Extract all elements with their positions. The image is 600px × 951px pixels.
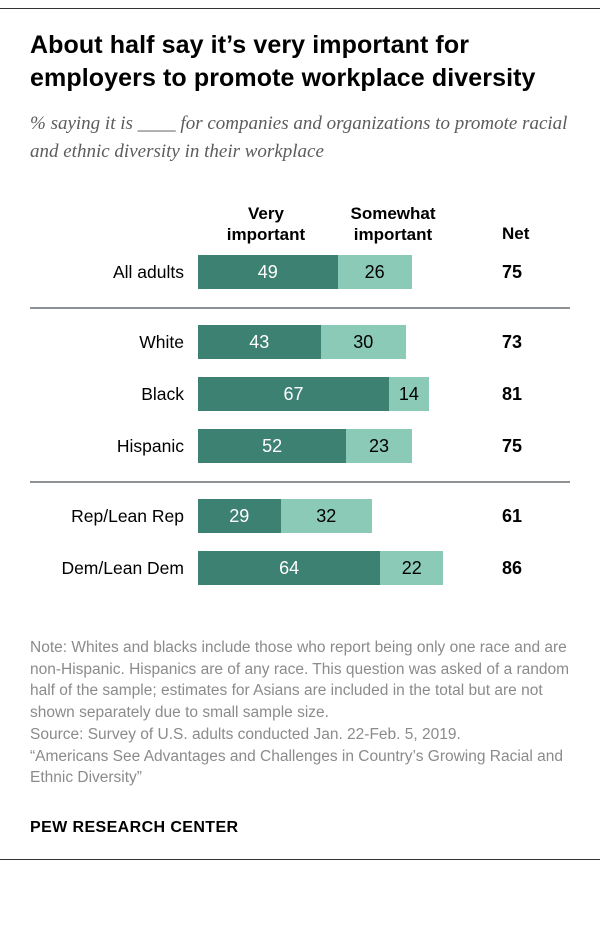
category-label: Black: [141, 383, 184, 404]
bar-segment-somewhat-important: 30: [320, 325, 407, 360]
bar-value-label: 32: [316, 505, 337, 526]
bar-segment-very-important: 52: [198, 429, 347, 464]
chart-row: All adults 49 26 75: [30, 255, 570, 290]
group-divider: [30, 481, 570, 484]
chart-header-row: Very important Somewhat important Net: [30, 199, 570, 245]
bar-segment-somewhat-important: 22: [380, 551, 444, 586]
bar-zone: 43 30: [198, 325, 502, 360]
chart-row: Hispanic 52 23 75: [30, 429, 570, 464]
net-value: 73: [502, 331, 523, 352]
net-value: 75: [502, 435, 523, 456]
net-column-header: Net: [502, 224, 530, 244]
category-label: Dem/Lean Dem: [61, 557, 184, 578]
pew-research-center-logo: PEW RESEARCH CENTER: [30, 818, 239, 836]
bar-zone: 29 32: [198, 499, 502, 534]
net-value: 61: [502, 505, 523, 526]
chart-row: Dem/Lean Dem 64 22 86: [30, 551, 570, 586]
bar-zone: 67 14: [198, 377, 502, 412]
net-value: 86: [502, 557, 523, 578]
bar-value-label: 30: [353, 331, 374, 352]
series-headers: Very important Somewhat important: [198, 199, 502, 245]
net-value: 75: [502, 261, 523, 282]
bar-segment-somewhat-important: 32: [280, 499, 372, 534]
bar-value-label: 49: [257, 261, 278, 282]
bar-value-label: 22: [401, 557, 422, 578]
chart-rows: All adults 49 26 75 White 43 30 73 Black 67 14 81 Hi…: [30, 255, 570, 586]
report-title-text: “Americans See Advantages and Challenges…: [30, 747, 564, 787]
bar-segment-somewhat-important: 14: [388, 377, 429, 412]
series-header-somewhat-important: Somewhat important: [350, 204, 436, 244]
category-label: Rep/Lean Rep: [71, 505, 184, 526]
bar-segment-very-important: 67: [198, 377, 389, 412]
bar-value-label: 67: [283, 383, 304, 404]
bar-value-label: 29: [229, 505, 250, 526]
category-label: Hispanic: [116, 435, 184, 456]
footnotes: Note: Whites and blacks include those wh…: [30, 637, 570, 789]
bar-segment-very-important: 64: [198, 551, 381, 586]
group-divider: [30, 307, 570, 310]
top-divider: [0, 8, 600, 9]
category-label: All adults: [112, 261, 184, 282]
chart-row: Black 67 14 81: [30, 377, 570, 412]
report-card: About half say it’s very important for e…: [0, 8, 600, 860]
source-text: Source: Survey of U.S. adults conducted …: [30, 725, 461, 743]
bar-segment-somewhat-important: 26: [337, 255, 412, 290]
stacked-bar-chart: Very important Somewhat important Net Al…: [30, 199, 570, 586]
bar-zone: 64 22: [198, 551, 502, 586]
bar-value-label: 26: [364, 261, 385, 282]
net-value: 81: [502, 383, 523, 404]
bar-segment-very-important: 43: [198, 325, 321, 360]
bar-segment-somewhat-important: 23: [346, 429, 412, 464]
note-text: Note: Whites and blacks include those wh…: [30, 639, 570, 722]
bar-value-label: 23: [368, 435, 389, 456]
bar-value-label: 64: [279, 557, 300, 578]
bar-value-label: 14: [398, 383, 419, 404]
bottom-divider: [0, 858, 600, 860]
bar-segment-very-important: 49: [198, 255, 338, 290]
bar-segment-very-important: 29: [198, 499, 281, 534]
category-label: White: [139, 331, 184, 352]
chart-row: White 43 30 73: [30, 325, 570, 360]
page-title: About half say it’s very important for e…: [30, 31, 536, 92]
chart-row: Rep/Lean Rep 29 32 61: [30, 499, 570, 534]
bar-zone: 49 26: [198, 255, 502, 290]
series-header-very-important: Very important: [226, 204, 306, 244]
bar-value-label: 52: [262, 435, 283, 456]
bar-zone: 52 23: [198, 429, 502, 464]
chart-subtitle: % saying it is ____ for companies and or…: [30, 113, 568, 162]
bar-value-label: 43: [249, 331, 270, 352]
